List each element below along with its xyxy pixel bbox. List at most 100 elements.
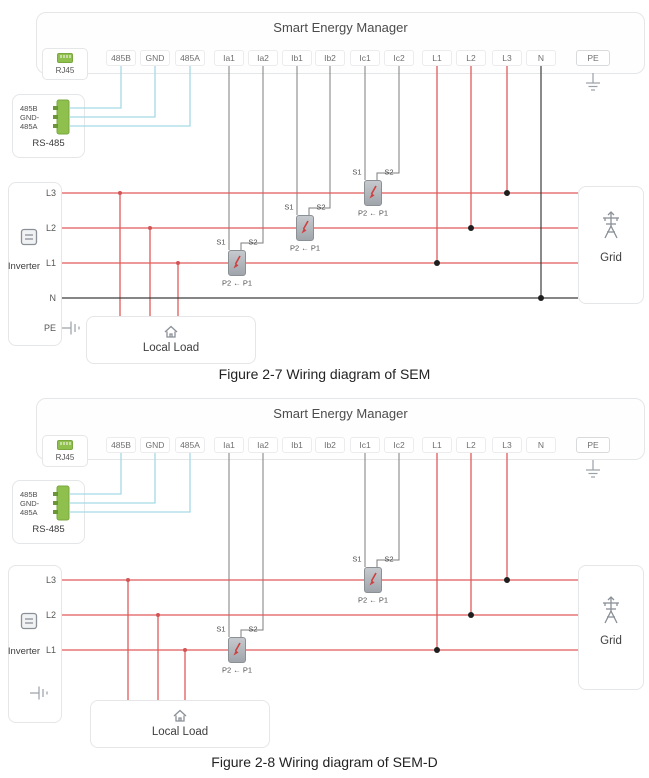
d1-ct-wires <box>228 66 400 250</box>
d2-ct-c-s2: S2 <box>384 554 394 564</box>
d2-terminal-pe: PE <box>576 437 610 453</box>
house-icon <box>172 708 188 723</box>
d1-ct-c-s1: S1 <box>352 167 362 177</box>
d2-grid-label: Grid <box>600 635 622 647</box>
inverter-icon <box>20 612 38 630</box>
d1-signal-wires <box>70 66 191 127</box>
d2-rj45-label: RJ45 <box>55 453 75 462</box>
d1-local-load-box <box>86 316 256 364</box>
rs485-connector-icon <box>52 485 70 521</box>
d1-terminal-ic2: Ic2 <box>384 50 414 66</box>
d1-ct-a-s2: S2 <box>248 237 258 247</box>
d1-ct-c-s2: S2 <box>384 167 394 177</box>
d2-terminal-gnd: GND <box>140 437 170 453</box>
d1-ct-phase-b <box>296 215 314 241</box>
d2-terminal-l2: L2 <box>456 437 486 453</box>
d2-inverter-box <box>8 565 62 723</box>
d1-phase-wires <box>62 66 578 316</box>
inverter-icon <box>20 228 38 246</box>
d2-rs485-pin-485a: 485A <box>20 508 38 517</box>
d2-terminal-ib1: Ib1 <box>282 437 312 453</box>
d1-line-label-l3: L3 <box>45 188 56 198</box>
d1-line-label-n: N <box>49 293 57 303</box>
rj45-icon <box>57 440 73 450</box>
ct-arrow-icon <box>301 220 309 234</box>
grid-tower-icon <box>598 208 624 240</box>
d1-terminal-ic1: Ic1 <box>350 50 380 66</box>
d1-terminal-ia1: Ia1 <box>214 50 244 66</box>
ct-arrow-icon <box>369 185 377 199</box>
ct-arrow-icon <box>369 572 377 586</box>
d1-terminal-l3: L3 <box>492 50 522 66</box>
d1-terminal-n: N <box>526 50 556 66</box>
d1-title: Smart Energy Manager <box>273 20 408 35</box>
d1-ct-a-p2p1: P2 ← P1 <box>221 278 253 288</box>
d1-inverter-label: Inverter <box>7 261 41 272</box>
d2-ct-phase-a <box>228 637 246 663</box>
house-icon <box>163 324 179 339</box>
d1-ct-b-s2: S2 <box>316 202 326 212</box>
d2-junction-dots <box>434 577 510 653</box>
d2-terminal-485b: 485B <box>106 437 136 453</box>
d2-local-load-label: Local Load <box>151 726 209 738</box>
d1-terminal-ib2: Ib2 <box>315 50 345 66</box>
d2-ct-a-s2: S2 <box>248 624 258 634</box>
d1-inverter-box <box>8 182 62 346</box>
d1-earth-symbols <box>62 73 600 335</box>
d1-local-load-label: Local Load <box>142 342 200 354</box>
d2-local-load-box <box>90 700 270 748</box>
d2-line-label-l3: L3 <box>45 575 56 585</box>
d2-ct-wires <box>228 453 400 637</box>
d1-terminal-l2: L2 <box>456 50 486 66</box>
d2-rs485-pin-gnd: GND- <box>20 499 40 508</box>
d2-title: Smart Energy Manager <box>273 406 408 421</box>
d1-ct-phase-c <box>364 180 382 206</box>
d1-ct-b-p2p1: P2 ← P1 <box>289 243 321 253</box>
d2-terminal-ia1: Ia1 <box>214 437 244 453</box>
d1-terminal-ib1: Ib1 <box>282 50 312 66</box>
d2-ct-c-s1: S1 <box>352 554 362 564</box>
d2-terminal-l3: L3 <box>492 437 522 453</box>
d1-line-label-l1: L1 <box>45 258 56 268</box>
d2-line-label-l2: L2 <box>45 610 56 620</box>
d1-rs485-pin-485b: 485B <box>20 104 38 113</box>
d1-junction-dots <box>434 190 544 301</box>
d1-terminal-485b: 485B <box>106 50 136 66</box>
d2-rs485-pin-485b: 485B <box>20 490 38 499</box>
d2-terminal-ic1: Ic1 <box>350 437 380 453</box>
d1-terminal-gnd: GND <box>140 50 170 66</box>
d2-terminal-ia2: Ia2 <box>248 437 278 453</box>
d1-grid-box <box>578 186 644 304</box>
d2-rs485-label: RS-485 <box>32 524 65 535</box>
d2-ct-a-p2p1: P2 ← P1 <box>221 665 253 675</box>
d1-grid-label: Grid <box>600 252 622 264</box>
d2-grid-box <box>578 565 644 690</box>
ct-arrow-icon <box>233 255 241 269</box>
d1-terminal-ia2: Ia2 <box>248 50 278 66</box>
d1-rs485-pin-485a: 485A <box>20 122 38 131</box>
d1-rj45-label: RJ45 <box>55 66 75 75</box>
d1-rs485-pin-gnd: GND- <box>20 113 40 122</box>
d2-terminal-n: N <box>526 437 556 453</box>
d2-terminal-485a: 485A <box>175 437 205 453</box>
d1-line-label-pe: PE <box>43 323 56 333</box>
d2-earth-symbols <box>30 460 600 700</box>
d1-tap-dots <box>118 191 180 265</box>
d2-line-label-l1: L1 <box>45 645 56 655</box>
d2-inverter-label: Inverter <box>7 646 41 657</box>
d1-ct-a-s1: S1 <box>216 237 226 247</box>
d2-terminal-ic2: Ic2 <box>384 437 414 453</box>
grid-tower-icon <box>598 593 624 625</box>
d2-ct-phase-c <box>364 567 382 593</box>
d2-caption: Figure 2-8 Wiring diagram of SEM-D <box>211 754 438 770</box>
rs485-connector-icon <box>52 99 70 135</box>
d1-neutral-wires <box>62 66 578 299</box>
d2-terminal-ib2: Ib2 <box>315 437 345 453</box>
d1-ct-c-p2p1: P2 ← P1 <box>357 208 389 218</box>
ct-arrow-icon <box>233 642 241 656</box>
d1-terminal-pe: PE <box>576 50 610 66</box>
d1-terminal-l1: L1 <box>422 50 452 66</box>
d2-terminal-l1: L1 <box>422 437 452 453</box>
